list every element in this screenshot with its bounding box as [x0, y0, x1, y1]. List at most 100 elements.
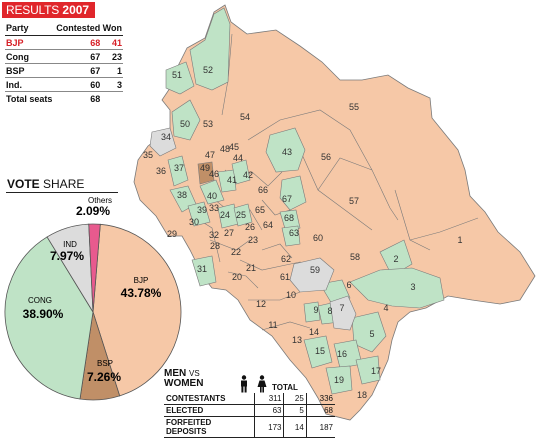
- won-header: Won: [101, 22, 123, 36]
- constituency-number: 44: [233, 153, 243, 163]
- constituency-number: 10: [286, 290, 296, 300]
- pie-slice-bjp: [92, 223, 182, 397]
- constituency-number: 17: [371, 366, 381, 376]
- mw-row-label: ELECTED: [164, 404, 255, 417]
- constituency-number: 30: [189, 217, 199, 227]
- region-63: [281, 225, 301, 247]
- party-name: BJP: [5, 35, 55, 50]
- constituency-number: 66: [258, 185, 268, 195]
- constituency-number: 27: [224, 228, 234, 238]
- constituency-number: 13: [292, 335, 302, 345]
- constituency-number: 34: [161, 132, 171, 142]
- constituency-number: 15: [315, 346, 325, 356]
- constituency-number: 19: [334, 375, 344, 385]
- constituency-number: 35: [143, 150, 153, 160]
- constituency-number: 14: [309, 327, 319, 337]
- won-value: 41: [101, 35, 123, 50]
- results-header-row: Party Contested Won: [5, 22, 123, 36]
- constituency-number: 50: [180, 119, 190, 129]
- mw-total-value: 336: [305, 393, 335, 405]
- mw-women-value: 5: [283, 404, 307, 417]
- constituency-number: 42: [243, 170, 253, 180]
- constituency-number: 46: [209, 169, 219, 179]
- contested-value: 67: [54, 49, 102, 64]
- constituency-number: 11: [268, 320, 277, 330]
- region-3: [349, 267, 445, 309]
- constituency-number: 49: [200, 163, 210, 173]
- constituency-number: 48: [220, 144, 230, 154]
- region-34: [149, 127, 177, 157]
- pie-label-name: Others: [88, 196, 112, 205]
- vote-share-divider: [6, 192, 118, 193]
- mw-men-value: 311: [253, 393, 284, 405]
- state-outline: [133, 4, 536, 421]
- region-59: [289, 257, 335, 293]
- constituency-number: 51: [172, 70, 182, 80]
- constituency-number: 39: [197, 205, 207, 215]
- contested-value: 67: [54, 63, 102, 78]
- pie-slice-others: [88, 223, 101, 313]
- contested-value: 68: [54, 35, 102, 50]
- mw-row-contestants: CONTESTANTS 311 25 336: [164, 393, 335, 405]
- constituency-number: 4: [383, 303, 388, 313]
- constituency-number: 31: [197, 264, 207, 274]
- pie-label-name: IND: [63, 240, 77, 249]
- vote-share-title-bold: VOTE: [7, 177, 40, 191]
- won-value: 23: [101, 49, 123, 64]
- region-42: [231, 159, 251, 185]
- region-9: [303, 301, 321, 323]
- mw-row-label: FORFEITED DEPOSITS: [164, 416, 255, 438]
- region-15: [303, 335, 333, 369]
- region-37: [167, 155, 189, 187]
- vs-title: VS: [189, 369, 200, 378]
- results-title-prefix: RESULTS: [6, 3, 60, 17]
- region-17: [355, 355, 381, 385]
- constituency-number: 67: [282, 194, 292, 204]
- pie-label-value: 38.90%: [23, 307, 64, 321]
- men-title: MEN: [164, 368, 187, 379]
- constituency-number: 16: [337, 349, 347, 359]
- region-31: [191, 255, 217, 287]
- constituency-number: 56: [321, 152, 331, 162]
- constituency-number: 61: [280, 272, 290, 282]
- region-39: [187, 201, 211, 227]
- constituency-number: 43: [282, 147, 292, 157]
- mw-total-value: 68: [305, 404, 335, 417]
- constituency-number: 5: [369, 329, 374, 339]
- party-name: Ind.: [5, 77, 55, 92]
- constituency-number: 65: [255, 205, 265, 215]
- mw-row-label: CONTESTANTS: [164, 393, 255, 405]
- region-40: [199, 179, 225, 205]
- party-name: Cong: [5, 49, 55, 64]
- constituency-number: 53: [203, 119, 213, 129]
- results-row-bsp: BSP 67 1: [5, 63, 123, 78]
- vote-share-title: VOTE SHARE: [7, 177, 84, 191]
- region-43: [265, 127, 306, 173]
- mw-men-value: 173: [253, 416, 284, 438]
- constituency-number: 2: [393, 254, 398, 264]
- constituency-number: 26: [245, 222, 255, 232]
- constituency-number: 21: [246, 263, 256, 273]
- results-row-ind: Ind. 60 3: [5, 77, 123, 92]
- constituency-number: 9: [313, 305, 318, 315]
- men-women-title: MEN VS WOMEN: [164, 369, 203, 389]
- constituency-number: 54: [240, 112, 250, 122]
- constituency-number: 28: [210, 241, 220, 251]
- constituency-number: 37: [174, 163, 184, 173]
- pie-label-value: 43.78%: [121, 286, 162, 300]
- constituency-number: 22: [231, 247, 241, 257]
- mw-women-value: 14: [283, 416, 307, 438]
- constituency-number: 29: [167, 229, 177, 239]
- constituency-number: 68: [284, 213, 294, 223]
- won-value: 3: [101, 77, 123, 92]
- constituency-number: 25: [236, 210, 246, 220]
- mw-women-value: 25: [283, 393, 307, 405]
- ind-constituencies: [149, 127, 357, 331]
- man-icon: [241, 375, 247, 393]
- total-seats-label: Total seats: [6, 94, 53, 104]
- cong-constituencies: [165, 7, 445, 395]
- constituency-number: 12: [256, 299, 266, 309]
- party-name: BSP: [5, 63, 55, 78]
